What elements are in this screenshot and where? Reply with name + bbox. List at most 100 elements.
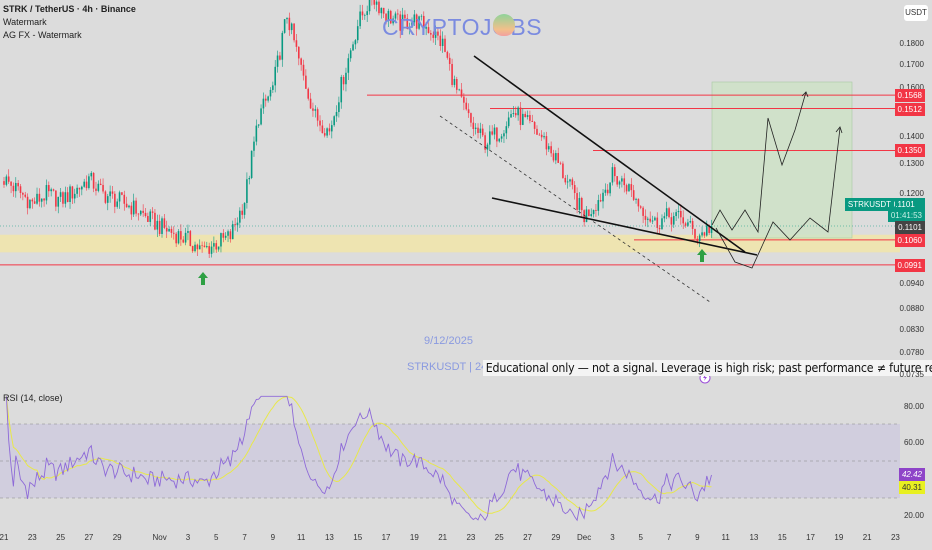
candle: [57, 196, 60, 207]
candle: [510, 114, 512, 118]
candle: [196, 244, 199, 250]
candle: [224, 235, 227, 238]
symbol-tag: STRKUSDT: [844, 198, 894, 211]
indicator-agfx-watermark[interactable]: AG FX - Watermark: [3, 30, 82, 40]
candle: [29, 199, 31, 209]
candle: [290, 23, 293, 31]
candle: [279, 55, 281, 60]
candle: [668, 208, 670, 218]
projection-path-bullish[interactable]: [711, 91, 807, 234]
time-tick: Nov: [152, 533, 167, 542]
candle: [529, 115, 531, 121]
price-tick: 0.0830: [899, 325, 924, 335]
candle: [479, 128, 482, 133]
candle: [182, 239, 185, 243]
candle: [649, 218, 651, 222]
rsi-band-lines: [0, 423, 900, 499]
candle: [323, 133, 326, 136]
candle: [658, 227, 661, 230]
frog-icon: [493, 14, 515, 36]
candle: [611, 167, 614, 183]
price-tick: 0.1300: [899, 159, 924, 169]
time-tick: 21: [438, 533, 448, 542]
time-tick: 17: [381, 533, 391, 542]
candle: [81, 186, 83, 190]
candle: [43, 198, 45, 201]
candle: [439, 35, 442, 47]
candle: [92, 172, 95, 189]
time-tick: 21: [0, 533, 9, 542]
candle: [48, 185, 50, 192]
indicator-watermark[interactable]: Watermark: [3, 17, 47, 27]
candle: [269, 89, 272, 97]
candle: [578, 197, 581, 210]
candle: [309, 98, 312, 109]
candle: [404, 14, 406, 19]
level-tag: 0.0991: [894, 258, 925, 272]
candle: [349, 50, 352, 59]
candle: [52, 189, 55, 191]
candle: [307, 88, 310, 99]
candle: [184, 232, 187, 243]
candle: [246, 179, 248, 203]
candle: [573, 185, 576, 194]
candle: [203, 245, 206, 248]
time-tick: 13: [324, 533, 334, 542]
candle: [555, 153, 557, 161]
candle: [149, 211, 152, 222]
candle: [463, 96, 465, 103]
candle: [585, 209, 588, 223]
trendline-dashed[interactable]: [439, 115, 711, 303]
projection-path-alt[interactable]: [715, 127, 841, 269]
candle: [545, 136, 548, 150]
candle: [194, 244, 196, 252]
candle: [345, 72, 347, 85]
candle: [571, 179, 574, 186]
candle: [689, 221, 692, 223]
candle: [352, 44, 354, 51]
trendline-upper[interactable]: [473, 55, 746, 253]
candle: [651, 220, 654, 222]
candle: [458, 89, 460, 91]
candle: [451, 63, 453, 85]
level-tag: 0.1060: [894, 233, 925, 247]
rsi-line: [5, 395, 712, 522]
candle: [677, 210, 680, 213]
candle: [106, 196, 109, 203]
symbol-title[interactable]: STRK / TetherUS · 4h · Binance: [3, 4, 136, 14]
candle: [40, 198, 43, 202]
support-zone: [0, 234, 900, 253]
time-tick: 27: [523, 533, 532, 542]
candle: [630, 184, 633, 191]
candle: [408, 27, 411, 29]
candle: [62, 192, 64, 204]
candle: [406, 18, 409, 29]
candle: [206, 246, 208, 248]
candle: [635, 198, 637, 200]
candle: [316, 109, 319, 121]
candle: [241, 210, 243, 215]
candle: [531, 120, 534, 122]
candle: [5, 176, 8, 185]
candle: [295, 40, 298, 47]
candle: [177, 231, 180, 244]
time-tick: 15: [777, 533, 787, 542]
candle: [602, 192, 604, 202]
time-tick: 23: [890, 533, 900, 542]
candle: [597, 200, 600, 211]
candle: [562, 163, 564, 178]
candle: [156, 220, 159, 230]
candle: [580, 197, 583, 211]
projection-arrow-head: [835, 126, 843, 134]
currency-button[interactable]: USDT: [904, 5, 928, 21]
trendline-lower[interactable]: [491, 197, 758, 256]
price-tick: 0.1600: [899, 82, 924, 92]
rsi-title[interactable]: RSI (14, close): [3, 393, 63, 403]
candle: [446, 51, 449, 58]
candle: [425, 27, 427, 29]
candle: [257, 124, 260, 126]
candle: [434, 31, 437, 38]
candle: [609, 182, 611, 194]
candle: [321, 125, 324, 134]
